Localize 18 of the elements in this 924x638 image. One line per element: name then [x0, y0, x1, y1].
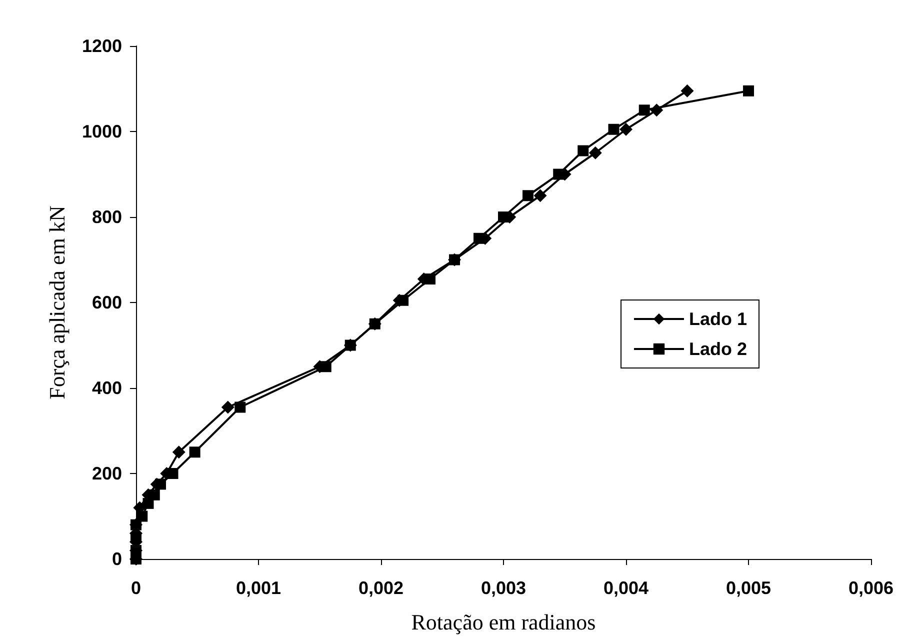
y-tick-label: 400 — [92, 378, 122, 398]
x-tick-label: 0,004 — [603, 578, 649, 598]
x-tick-label: 0,001 — [236, 578, 282, 598]
x-tick-label: 0,002 — [358, 578, 404, 598]
y-tick-label: 200 — [92, 464, 122, 484]
y-tick-label: 0 — [112, 549, 122, 569]
x-axis-title: Rotação em radianos — [411, 610, 596, 634]
x-tick-label: 0 — [130, 578, 142, 598]
y-axis-title: Força aplicada em kN — [44, 206, 70, 400]
y-tick-label: 800 — [92, 207, 122, 227]
y-tick-label: 600 — [92, 292, 122, 312]
legend-label: Lado 2 — [688, 339, 748, 359]
x-tick-label: 0,005 — [726, 578, 772, 598]
y-tick-label: 1200 — [82, 36, 122, 56]
x-tick-label: 0,006 — [848, 578, 894, 598]
x-tick-label: 0,003 — [480, 578, 526, 598]
y-tick-label: 1000 — [82, 122, 122, 142]
legend-label: Lado 1 — [688, 309, 748, 329]
